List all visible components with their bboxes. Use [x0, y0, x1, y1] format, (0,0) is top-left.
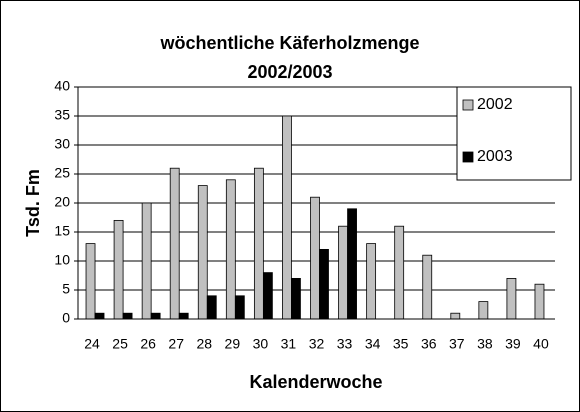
chart-subtitle: 2002/2003 [247, 62, 332, 82]
x-tick-label: 40 [533, 336, 549, 352]
x-tick-label: 27 [168, 336, 184, 352]
chart-title: wöchentliche Käferholzmenge [159, 33, 419, 53]
bar [253, 167, 264, 320]
bar [282, 115, 292, 320]
legend-swatch [462, 151, 474, 163]
bar [422, 254, 433, 320]
x-tick-label: 25 [112, 336, 128, 352]
x-tick-label: 38 [477, 336, 493, 352]
bar [450, 312, 461, 320]
legend-swatch [462, 99, 474, 111]
bar [394, 225, 405, 320]
legend-label: 2002 [477, 96, 513, 113]
x-tick-label: 34 [365, 336, 381, 352]
x-tick-label: 28 [196, 336, 212, 352]
x-tick-label: 33 [337, 336, 353, 352]
x-tick-label: 35 [393, 336, 409, 352]
bar [178, 312, 189, 320]
x-tick-label: 32 [309, 336, 325, 352]
bar [478, 301, 489, 320]
bar [197, 185, 208, 320]
bar [122, 312, 133, 320]
x-tick-label: 24 [84, 336, 100, 352]
bar [113, 219, 124, 320]
x-tick-label: 39 [505, 336, 521, 352]
bar [206, 295, 217, 320]
y-axis-title: Tsd. Fm [23, 169, 43, 237]
x-tick-label: 37 [449, 336, 465, 352]
x-axis-title: Kalenderwoche [249, 372, 382, 392]
x-tick-label: 26 [140, 336, 156, 352]
bar [319, 248, 329, 320]
bar [310, 196, 320, 320]
x-tick-label: 31 [281, 336, 297, 352]
x-tick-label: 30 [253, 336, 269, 352]
bar [291, 277, 301, 320]
bar [94, 312, 105, 320]
bar [347, 208, 357, 320]
bar [338, 225, 348, 320]
y-tick-label: 40 [54, 78, 70, 94]
bar [366, 243, 377, 320]
y-tick-label: 0 [62, 310, 70, 326]
bar [85, 243, 96, 320]
legend-label: 2003 [477, 148, 513, 165]
x-tick-label: 29 [225, 336, 241, 352]
bar [169, 167, 180, 320]
y-tick-label: 35 [54, 107, 70, 123]
y-tick-label: 15 [54, 223, 70, 239]
y-tick-label: 20 [54, 194, 70, 210]
bar [225, 179, 236, 320]
bar [534, 283, 545, 320]
bar [506, 277, 517, 320]
y-tick-label: 25 [54, 165, 70, 181]
bar [262, 272, 273, 320]
y-tick-label: 30 [54, 136, 70, 152]
bar [234, 295, 245, 320]
x-tick-label: 36 [421, 336, 437, 352]
y-tick-label: 10 [54, 252, 70, 268]
bar [150, 312, 161, 320]
legend-box [456, 86, 572, 181]
bar [141, 202, 152, 320]
y-tick-label: 5 [62, 281, 70, 297]
